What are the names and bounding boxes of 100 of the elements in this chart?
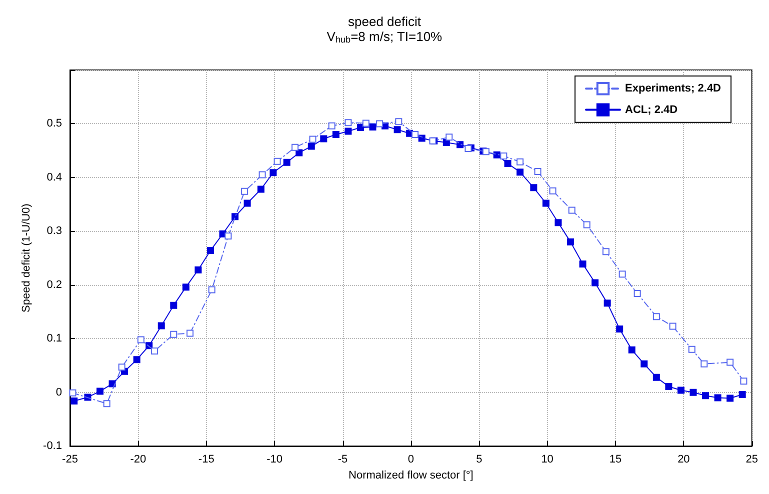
point bbox=[244, 200, 251, 207]
point bbox=[69, 389, 76, 396]
point bbox=[665, 382, 672, 390]
point bbox=[542, 200, 550, 207]
point bbox=[567, 238, 574, 246]
point bbox=[320, 135, 328, 142]
point bbox=[688, 346, 696, 353]
point bbox=[677, 386, 684, 394]
point bbox=[669, 322, 676, 330]
point bbox=[270, 169, 277, 176]
point bbox=[292, 144, 299, 151]
point bbox=[592, 279, 599, 286]
point bbox=[394, 126, 401, 134]
point bbox=[690, 388, 697, 396]
point bbox=[344, 128, 352, 135]
point bbox=[604, 300, 611, 307]
point bbox=[296, 149, 303, 156]
y-tick-label: 0.3 bbox=[46, 225, 62, 238]
x-axis-title: Normalized flow sector [°] bbox=[348, 470, 474, 482]
y-tick-label: 0.4 bbox=[46, 171, 62, 184]
x-tick-label: 10 bbox=[541, 454, 554, 466]
x-tick-label: -15 bbox=[198, 454, 214, 466]
point bbox=[96, 388, 104, 395]
x-tick-label: 5 bbox=[476, 454, 482, 466]
point bbox=[170, 330, 178, 338]
legend-label: Experiments; 2.4D bbox=[625, 82, 722, 95]
point bbox=[118, 364, 126, 371]
chart-title: speed deficit bbox=[348, 14, 422, 29]
x-tick-label: 0 bbox=[408, 454, 414, 466]
point bbox=[482, 148, 490, 156]
point bbox=[516, 168, 524, 176]
x-tick-label: 15 bbox=[609, 454, 622, 466]
point bbox=[328, 122, 336, 130]
point bbox=[516, 158, 524, 166]
point bbox=[583, 221, 590, 228]
point bbox=[602, 248, 610, 256]
point bbox=[700, 360, 708, 368]
point bbox=[726, 358, 734, 366]
point bbox=[206, 247, 214, 254]
point bbox=[568, 206, 576, 214]
point bbox=[274, 158, 281, 165]
point bbox=[618, 270, 626, 278]
point bbox=[369, 123, 376, 130]
point bbox=[332, 130, 340, 138]
point bbox=[376, 120, 384, 128]
y-tick-label: 0.2 bbox=[46, 278, 62, 291]
point bbox=[714, 394, 722, 402]
point bbox=[194, 266, 202, 274]
x-tick-label: -5 bbox=[338, 454, 348, 466]
point bbox=[738, 391, 746, 398]
point bbox=[634, 290, 641, 298]
point bbox=[283, 158, 290, 166]
x-tick-label: 20 bbox=[678, 454, 690, 466]
point bbox=[456, 141, 464, 148]
point bbox=[628, 346, 636, 354]
y-tick-label: 0 bbox=[56, 386, 62, 398]
point bbox=[158, 322, 165, 330]
point bbox=[554, 219, 562, 226]
point bbox=[224, 232, 232, 240]
point bbox=[241, 188, 248, 195]
point bbox=[232, 213, 239, 220]
point bbox=[186, 330, 194, 337]
point bbox=[208, 286, 216, 294]
y-tick-label: 0.1 bbox=[46, 332, 62, 345]
x-tick-label: 25 bbox=[746, 454, 758, 466]
point bbox=[103, 400, 110, 408]
x-tick-label: -20 bbox=[130, 454, 146, 466]
point bbox=[133, 356, 140, 364]
point bbox=[504, 160, 512, 167]
point bbox=[446, 134, 453, 141]
point bbox=[395, 118, 402, 126]
point bbox=[652, 374, 660, 381]
point bbox=[309, 136, 316, 143]
point bbox=[182, 284, 190, 291]
point bbox=[344, 119, 352, 126]
point bbox=[257, 186, 264, 193]
y-axis-title: Speed deficit (1-U/U0) bbox=[20, 204, 32, 312]
point bbox=[640, 360, 648, 368]
point bbox=[137, 336, 144, 344]
legend-label: ACL; 2.4D bbox=[625, 104, 678, 116]
point bbox=[500, 152, 508, 160]
point bbox=[534, 168, 542, 176]
point bbox=[151, 348, 158, 354]
point bbox=[412, 130, 419, 138]
point bbox=[170, 302, 178, 309]
x-tick-label: -25 bbox=[62, 454, 78, 466]
point bbox=[652, 313, 660, 320]
point bbox=[740, 378, 748, 385]
point bbox=[549, 187, 556, 194]
point bbox=[579, 260, 586, 268]
point bbox=[530, 184, 538, 192]
point bbox=[70, 397, 78, 404]
point bbox=[616, 325, 624, 332]
point bbox=[362, 120, 370, 127]
y-tick-label: -0.1 bbox=[43, 440, 62, 452]
point bbox=[726, 394, 734, 402]
y-tick-label: 0.5 bbox=[46, 118, 62, 130]
point bbox=[356, 124, 364, 131]
point bbox=[702, 392, 710, 400]
point bbox=[258, 171, 266, 178]
